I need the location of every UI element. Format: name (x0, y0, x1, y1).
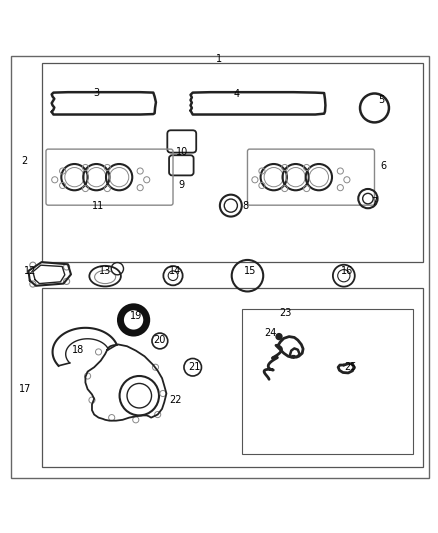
Text: 14: 14 (169, 266, 181, 276)
Text: 4: 4 (233, 90, 240, 99)
Bar (42, 63, 423, 262)
Text: 17: 17 (19, 384, 31, 394)
Text: 11: 11 (92, 201, 105, 211)
Text: 18: 18 (72, 345, 84, 355)
Text: 8: 8 (242, 201, 248, 211)
Text: 2: 2 (21, 156, 27, 166)
Text: 5: 5 (378, 95, 384, 105)
Text: 25: 25 (344, 362, 357, 372)
Text: 10: 10 (176, 147, 188, 157)
Text: 13: 13 (99, 266, 111, 276)
Text: 12: 12 (24, 266, 36, 276)
Text: 24: 24 (265, 328, 277, 338)
Text: 9: 9 (179, 181, 185, 190)
Text: 22: 22 (169, 395, 181, 405)
Text: 1: 1 (216, 54, 222, 64)
Text: 7: 7 (371, 197, 378, 207)
Text: 21: 21 (188, 362, 200, 372)
Bar (42, 288, 423, 467)
Text: 16: 16 (341, 266, 353, 276)
Text: 15: 15 (244, 266, 257, 276)
Text: 6: 6 (381, 161, 387, 171)
Text: 3: 3 (93, 88, 99, 99)
Text: 19: 19 (130, 311, 142, 320)
Text: 23: 23 (279, 309, 292, 318)
Circle shape (276, 334, 282, 339)
Text: 20: 20 (153, 335, 165, 345)
Bar (242, 310, 413, 454)
